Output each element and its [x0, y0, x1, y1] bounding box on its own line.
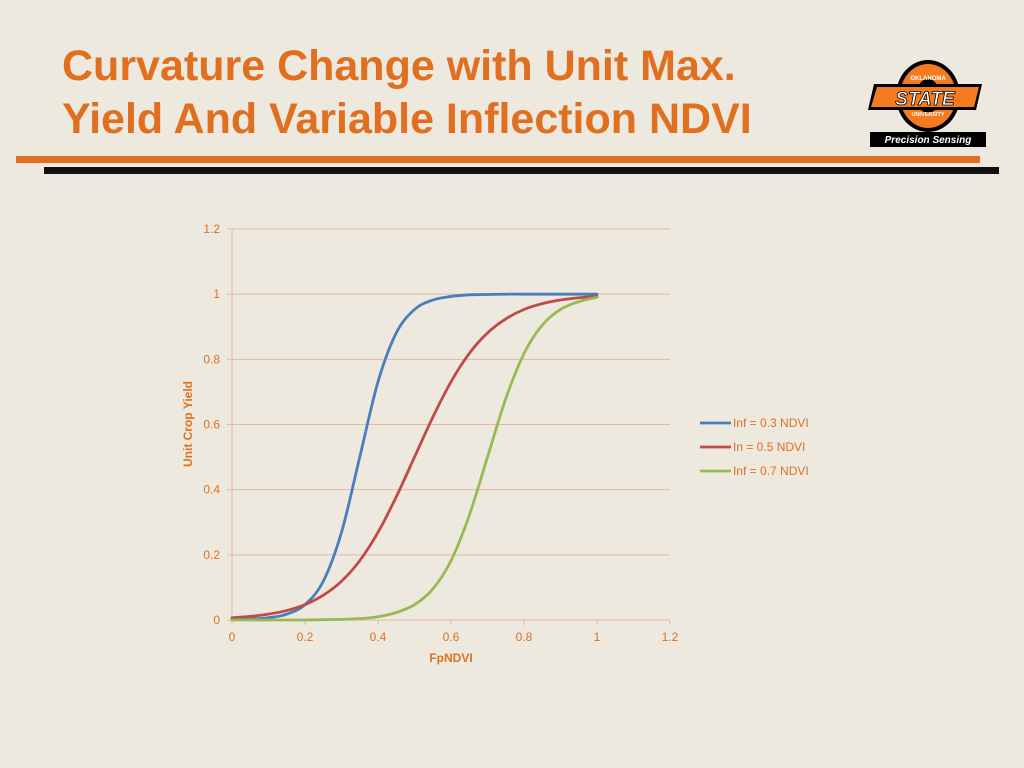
logo-bottom-text: UNIVERSITY — [911, 112, 944, 118]
x-tick-label-4: 0.8 — [516, 630, 533, 644]
series-lines — [230, 292, 599, 622]
logo-tagline: Precision Sensing — [885, 135, 972, 146]
series-line-2 — [230, 296, 599, 622]
logo-state-band-orange — [871, 87, 979, 107]
legend-label-1: In = 0.5 NDVI — [733, 440, 805, 454]
grid-lines — [232, 228, 670, 556]
title-line-1: Curvature Change with Unit Max. — [62, 42, 736, 90]
y-tick-label-6: 1.2 — [203, 222, 220, 236]
x-tick-label-6: 1.2 — [662, 630, 679, 644]
x-axis-title: FpNDVI — [429, 651, 472, 665]
logo-main-text: STATE — [895, 89, 956, 110]
osu-logo: OKLAHOMA STATE UNIVERSITY Precision Sens… — [868, 60, 986, 147]
x-tick-label-0: 0 — [229, 630, 236, 644]
title-line-2: Yield And Variable Inflection NDVI — [62, 95, 752, 143]
x-tick-label-1: 0.2 — [297, 630, 314, 644]
y-tick-label-1: 0.2 — [203, 548, 220, 562]
x-tick-label-5: 1 — [594, 630, 601, 644]
logo-tagline-bar — [870, 132, 986, 147]
legend-label-2: Inf = 0.7 NDVI — [733, 464, 809, 478]
series-line-0 — [230, 292, 599, 622]
slide-title: Curvature Change with Unit Max. Yield An… — [62, 40, 842, 146]
x-tick-label-2: 0.4 — [370, 630, 387, 644]
header-rule-black — [44, 167, 999, 174]
series-line-1 — [230, 295, 599, 620]
legend-label-0: Inf = 0.3 NDVI — [733, 416, 809, 430]
logo-top-text: OKLAHOMA — [910, 76, 946, 82]
legend: Inf = 0.3 NDVI In = 0.5 NDVI Inf = 0.7 NDV… — [700, 416, 809, 478]
y-tick-label-4: 0.8 — [203, 352, 220, 366]
tick-labels: 0 0.2 0.4 0.6 0.8 1 1.2 0 0.2 0.4 0.6 0.8 1 1.2 — [203, 222, 678, 644]
y-tick-label-5: 1 — [213, 287, 220, 301]
y-tick-label-3: 0.6 — [203, 418, 220, 432]
x-tick-label-3: 0.6 — [443, 630, 460, 644]
y-tick-label-2: 0.4 — [203, 483, 220, 497]
y-tick-label-0: 0 — [213, 613, 220, 627]
y-axis-title: Unit Crop Yield — [181, 381, 195, 467]
header-rule-orange — [16, 156, 980, 163]
